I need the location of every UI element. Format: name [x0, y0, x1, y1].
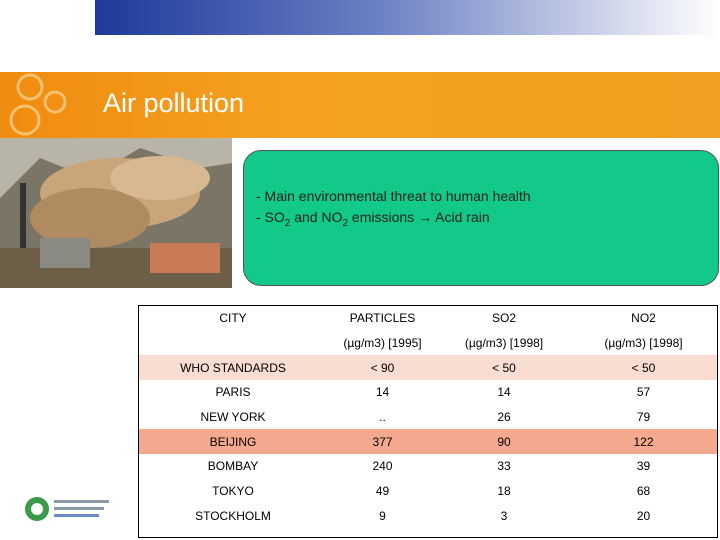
- header-cell: CITY: [219, 311, 247, 326]
- table-cell: 240: [372, 459, 393, 474]
- table-row: WHO STANDARDS < 90 < 50 < 50: [139, 355, 717, 381]
- table-cell: 26: [497, 410, 511, 425]
- table-cell: 49: [375, 484, 390, 499]
- table-cell: 57: [636, 385, 651, 400]
- table-cell: STOCKHOLM: [195, 508, 271, 523]
- table-row: NEW YORK.. 26 79: [139, 405, 717, 430]
- table-cell: WHO STANDARDS: [139, 355, 327, 381]
- header-cell: SO2: [491, 311, 516, 326]
- table-cell: BOMBAY: [207, 459, 259, 474]
- table-cell: 68: [636, 484, 651, 499]
- table-row: BEIJING 377 90 122: [139, 429, 717, 455]
- table-cell: 33: [497, 459, 511, 474]
- bullet: - SO2 and NO2 emissions → Acid rain: [256, 209, 490, 229]
- text: and NO: [290, 209, 343, 225]
- subscript: 2: [284, 217, 291, 229]
- table-cell: 39: [636, 459, 651, 474]
- table-cell: ..: [379, 410, 386, 425]
- slide-title: Air pollution: [103, 88, 245, 118]
- header-cell: (µg/m3) [1995]: [343, 336, 422, 351]
- subscript: 2: [342, 217, 349, 229]
- table-cell: BEIJING: [139, 429, 327, 455]
- text: emissions → Acid rain: [348, 209, 490, 225]
- table-cell: 122: [570, 429, 717, 455]
- table-row: BOMBAY 240 33 39: [139, 454, 717, 479]
- table-cell: 18: [497, 484, 511, 499]
- header-cell: NO2: [631, 311, 656, 326]
- header-cell: (µg/m3) [1998]: [604, 336, 683, 351]
- table-row: TOKYO 49 18 68: [139, 479, 717, 504]
- header-bar: [95, 0, 720, 35]
- units-row: (µg/m3) [1995] (µg/m3) [1998] (µg/m3) [199…: [139, 331, 717, 356]
- title-band: [0, 72, 720, 138]
- bullet: - Main environmental threat to human hea…: [256, 188, 531, 204]
- data-table: CITY PARTICLES SO2 NO2 (µg/m3) [1995] (µg/m3)…: [138, 305, 718, 538]
- table-cell: < 90: [327, 355, 438, 381]
- table-row: STOCKHOLM 9 3 20: [139, 504, 717, 529]
- table-cell: 377: [327, 429, 438, 455]
- table-cell: 79: [636, 410, 651, 425]
- table: CITY PARTICLES SO2 NO2 (µg/m3) [1995] (µg/m3)…: [139, 306, 717, 528]
- table-cell: < 50: [438, 355, 570, 381]
- table-cell: TOKYO: [212, 484, 254, 499]
- header-row: CITY PARTICLES SO2 NO2: [139, 306, 717, 331]
- table-cell: PARIS: [215, 385, 251, 400]
- table-cell: NEW YORK: [200, 410, 266, 425]
- table-cell: 3: [500, 508, 508, 523]
- table-cell: 20: [636, 508, 651, 523]
- table-cell: 90: [438, 429, 570, 455]
- photo: [0, 138, 232, 288]
- header-cell: [139, 331, 327, 356]
- decoration: [9, 73, 67, 136]
- header-cell: (µg/m3) [1998]: [464, 336, 544, 351]
- table-cell: 14: [497, 385, 511, 400]
- callout: - Main environmental threat to human hea…: [243, 150, 719, 286]
- table-cell: 14: [375, 385, 390, 400]
- table-row: PARIS 14 14 57: [139, 380, 717, 405]
- text: - SO: [256, 209, 285, 225]
- table-cell: 9: [379, 508, 386, 523]
- header-cell: PARTICLES: [349, 311, 416, 326]
- logo: [25, 497, 109, 521]
- table-cell: < 50: [570, 355, 717, 381]
